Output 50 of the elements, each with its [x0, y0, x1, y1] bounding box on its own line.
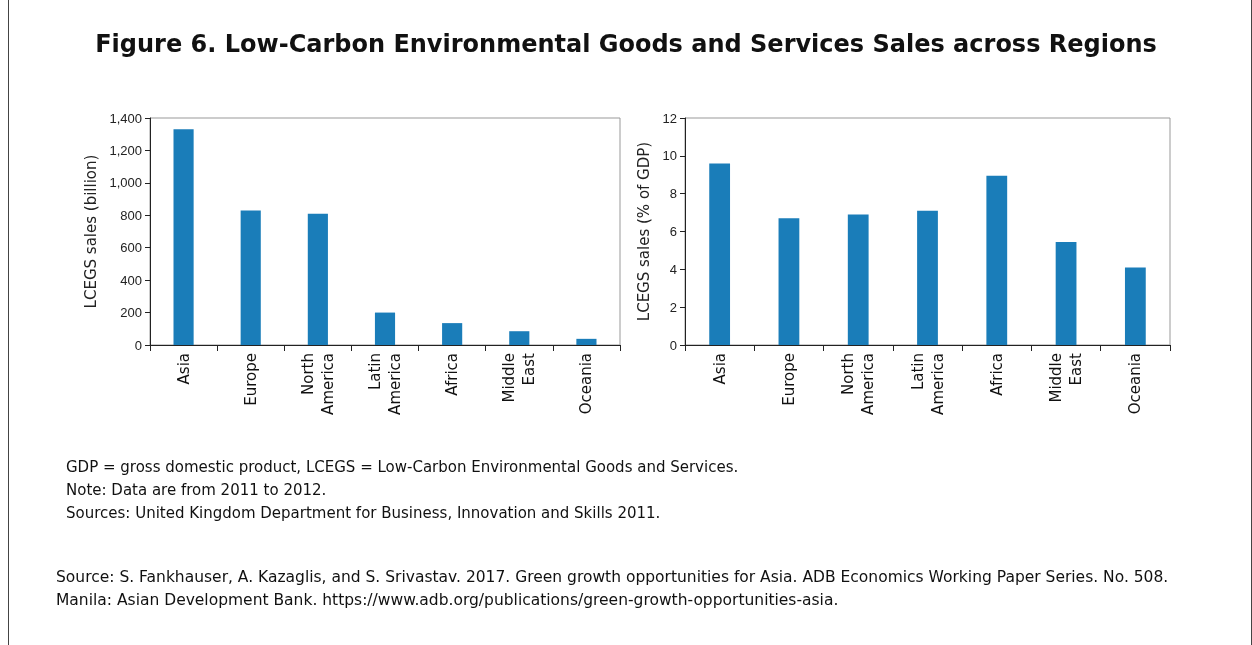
- bar: [442, 323, 463, 345]
- source-note: Source: S. Fankhauser, A. Kazaglis, and S. Srivastav. 2017. Green growth opportunities for Asia. ADB Economics Working Paper Series. No. 508. Manila: Asian Development Bank. https://www.adb.org/publications/green-growth-opportunities-asia.: [56, 567, 1170, 611]
- x-tick-label: Asia: [710, 353, 729, 385]
- bar: [917, 210, 938, 345]
- x-tick-label: Middle East: [1047, 352, 1086, 403]
- x-tick-label: Middle East: [500, 352, 539, 403]
- bar: [307, 213, 328, 345]
- y-tick-label: 0: [669, 337, 677, 353]
- x-tick-label: North America: [298, 353, 337, 415]
- y-axis-title: LCEGS sales (billion): [82, 154, 101, 309]
- y-tick-label: 400: [120, 272, 142, 288]
- x-tick-label: Latin America: [366, 353, 404, 415]
- x-tick-label: Europe: [241, 353, 260, 406]
- y-tick-label: 200: [120, 305, 142, 321]
- x-tick-label: Latin America: [908, 353, 947, 415]
- y-tick-label: 12: [662, 110, 677, 126]
- x-tick-label: Oceania: [577, 353, 596, 415]
- bar: [509, 331, 530, 345]
- bar: [576, 338, 597, 345]
- y-tick-label: 1,000: [109, 175, 142, 191]
- y-tick-label: 1,200: [109, 142, 142, 158]
- bar: [986, 175, 1008, 345]
- y-axis-title: LCEGS sales (% of GDP): [635, 141, 654, 322]
- bar: [1124, 267, 1146, 345]
- y-tick-label: 10: [662, 148, 677, 164]
- source-note: Sources: United Kingdom Department for Business, Innovation and Skills 2011.: [66, 503, 662, 524]
- x-tick-label: Africa: [987, 353, 1006, 396]
- bar: [778, 218, 800, 345]
- bar: [709, 163, 731, 345]
- y-tick-label: 600: [120, 240, 142, 256]
- text: GDP = gross domestic product, LCEGS = Low-Carbon Environmental Goods and Services.: [66, 457, 739, 478]
- x-tick-label: North America: [839, 353, 878, 415]
- bar: [847, 214, 869, 345]
- x-tick-label: Europe: [779, 353, 798, 406]
- x-tick-label: Oceania: [1126, 353, 1145, 415]
- text: Note: Data are from 2011 to 2012.: [66, 480, 328, 501]
- bar: [173, 129, 194, 345]
- y-tick-label: 2: [669, 299, 677, 315]
- y-tick-label: 800: [120, 207, 142, 223]
- y-tick-label: 6: [669, 224, 677, 239]
- bar: [374, 312, 396, 345]
- x-tick-label: Asia: [174, 353, 193, 385]
- y-tick-label: 8: [669, 186, 677, 202]
- chart-title: Figure 6. Low-Carbon Environmental Goods and Services Sales across Regions: [94, 30, 1158, 58]
- x-tick-label: Africa: [443, 353, 462, 396]
- bar: [1055, 241, 1077, 345]
- y-tick-label: 4: [669, 261, 677, 277]
- y-tick-label: 1,400: [109, 110, 142, 126]
- bar: [240, 210, 261, 345]
- y-tick-label: 0: [134, 337, 142, 353]
